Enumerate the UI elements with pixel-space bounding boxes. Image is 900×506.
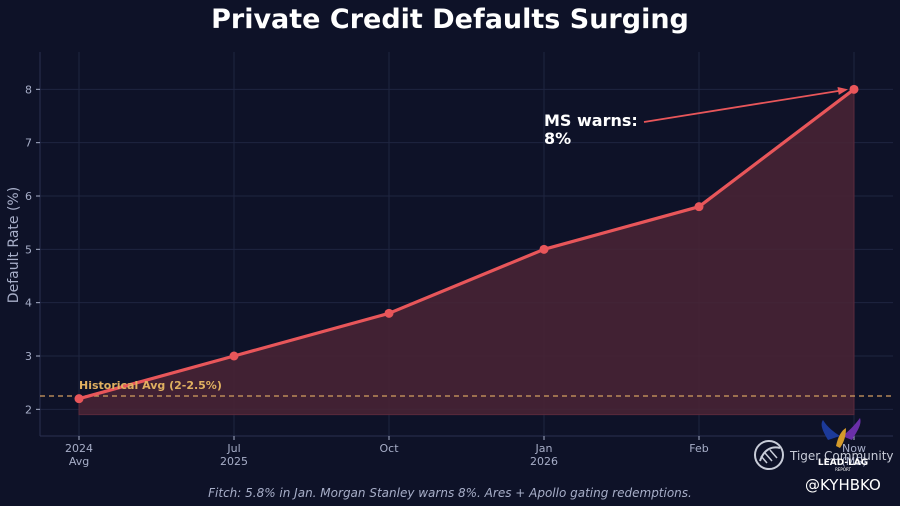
series-line [78,88,855,401]
y-tick-label-4: 6 [25,190,32,203]
annotation-arrow [643,89,843,123]
y-ticks: 2 3 4 5 6 7 8 [25,83,40,416]
series-points [74,84,859,404]
data-point-1 [229,351,239,361]
x-tick-label-1: Jul 2025 [220,442,248,468]
x-tick-label-2: Oct [379,442,399,455]
y-tick-label-6: 8 [25,83,32,96]
watermark-brand: LEAD-LAG [818,458,868,468]
y-tick-label-1: 3 [25,350,32,363]
chart-title: Private Credit Defaults Surging [211,4,689,35]
watermark-handle: @KYHBKO [805,476,881,494]
tiger-logo-icon [754,440,784,470]
y-tick-label-5: 7 [25,137,32,150]
y-axis-label: Default Rate (%) [6,187,22,303]
annotation-text-line2: 8% [544,129,571,148]
y-tick-label-2: 4 [25,297,32,310]
data-point-0 [74,394,84,404]
data-point-3 [539,244,549,254]
y-tick-label-3: 5 [25,243,32,256]
footer-note: Fitch: 5.8% in Jan. Morgan Stanley warns… [208,486,692,500]
watermark-brand-sub: REPORT [835,467,851,472]
x-tick-label-0: 2024 Avg [65,442,93,468]
x-tick-label-3: Jan 2026 [530,442,558,468]
phoenix-logo-icon [821,418,861,448]
y-tick-label-0: 2 [25,403,32,416]
x-tick-label-5: Now (MS) [841,442,866,468]
x-ticks: 2024 Avg Jul 2025 Oct Jan 2026 Feb Now (MS) [65,436,867,468]
data-point-2 [384,308,394,318]
annotation-text-line1: MS warns: [544,111,638,130]
data-point-5 [849,84,859,94]
watermark: Tiger Community LEAD-LAG REPORT @KYHBKO [754,418,894,494]
data-point-4 [694,202,704,212]
annotation: MS warns: 8% [544,86,848,148]
watermark-community: Tiger Community [789,449,894,463]
series-line-group [78,88,855,401]
x-tick-label-4: Feb [689,442,708,455]
annotation-arrowhead [837,86,848,95]
reference-line-label: Historical Avg (2-2.5%) [79,379,222,392]
